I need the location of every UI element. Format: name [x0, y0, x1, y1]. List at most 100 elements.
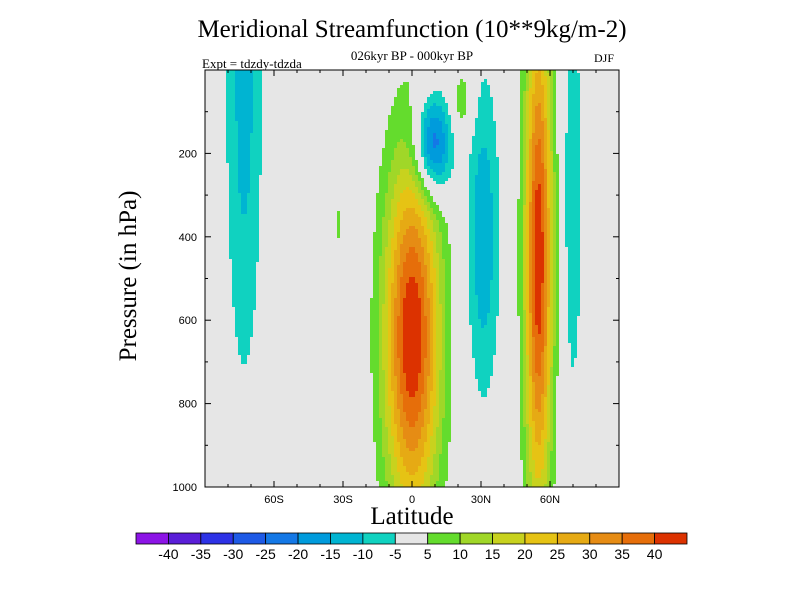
- field-cell: [310, 430, 314, 434]
- field-cell: [310, 343, 314, 347]
- field-cell: [292, 97, 296, 101]
- field-cell: [208, 241, 212, 245]
- field-cell: [283, 268, 287, 272]
- field-cell: [220, 484, 224, 488]
- field-cell: [226, 214, 230, 218]
- field-cell: [235, 439, 239, 443]
- field-cell: [229, 226, 233, 230]
- field-cell: [220, 388, 224, 392]
- field-cell: [253, 484, 257, 488]
- field-cell: [280, 100, 284, 104]
- field-cell: [241, 322, 245, 326]
- field-cell: [211, 97, 215, 101]
- field-cell: [295, 394, 299, 398]
- field-cell: [226, 307, 230, 311]
- field-cell: [220, 385, 224, 389]
- field-cell: [295, 403, 299, 407]
- field-cell: [310, 382, 314, 386]
- field-cell: [277, 148, 281, 152]
- field-cell: [214, 397, 218, 401]
- field-cell: [244, 181, 248, 185]
- field-cell: [244, 253, 248, 257]
- field-cell: [277, 79, 281, 83]
- field-cell: [310, 370, 314, 374]
- field-cell: [304, 142, 308, 146]
- field-cell: [292, 466, 296, 470]
- field-cell: [217, 160, 221, 164]
- field-cell: [292, 391, 296, 395]
- field-cell: [268, 259, 272, 263]
- field-cell: [247, 370, 251, 374]
- field-cell: [286, 106, 290, 110]
- field-cell: [307, 127, 311, 131]
- field-cell: [256, 451, 260, 455]
- field-cell: [223, 355, 227, 359]
- field-cell: [217, 253, 221, 257]
- field-cell: [211, 244, 215, 248]
- field-cell: [232, 286, 236, 290]
- field-cell: [283, 154, 287, 158]
- field-cell: [277, 271, 281, 275]
- field-cell: [310, 232, 314, 236]
- field-cell: [286, 232, 290, 236]
- field-cell: [220, 205, 224, 209]
- field-cell: [274, 97, 278, 101]
- field-cell: [274, 409, 278, 413]
- field-cell: [226, 100, 230, 104]
- field-cell: [217, 172, 221, 176]
- field-cell: [220, 433, 224, 437]
- field-cell: [310, 277, 314, 281]
- field-cell: [280, 124, 284, 128]
- field-cell: [253, 328, 257, 332]
- field-cell: [253, 409, 257, 413]
- field-cell: [223, 346, 227, 350]
- field-cell: [304, 88, 308, 92]
- field-cell: [232, 340, 236, 344]
- field-cell: [283, 202, 287, 206]
- field-cell: [268, 148, 272, 152]
- field-cell: [244, 202, 248, 206]
- field-cell: [226, 391, 230, 395]
- field-cell: [232, 352, 236, 356]
- field-cell: [250, 226, 254, 230]
- field-cell: [211, 379, 215, 383]
- field-cell: [301, 301, 305, 305]
- field-cell: [220, 316, 224, 320]
- field-cell: [301, 322, 305, 326]
- field-cell: [220, 358, 224, 362]
- field-cell: [268, 286, 272, 290]
- field-cell: [256, 271, 260, 275]
- field-cell: [310, 121, 314, 125]
- field-cell: [292, 100, 296, 104]
- field-cell: [301, 304, 305, 308]
- field-cell: [283, 148, 287, 152]
- field-cell: [259, 103, 263, 107]
- field-cell: [268, 202, 272, 206]
- field-cell: [211, 169, 215, 173]
- field-cell: [307, 181, 311, 185]
- field-cell: [265, 367, 269, 371]
- field-cell: [217, 154, 221, 158]
- field-cell: [301, 328, 305, 332]
- field-cell: [208, 358, 212, 362]
- field-cell: [208, 301, 212, 305]
- field-cell: [283, 421, 287, 425]
- field-cell: [301, 265, 305, 269]
- field-cell: [211, 406, 215, 410]
- field-cell: [229, 79, 233, 83]
- field-cell: [238, 424, 242, 428]
- field-cell: [244, 76, 248, 80]
- field-cell: [271, 85, 275, 89]
- field-cell: [223, 352, 227, 356]
- field-cell: [259, 280, 263, 284]
- field-cell: [307, 82, 311, 86]
- field-cell: [265, 274, 269, 278]
- field-cell: [259, 100, 263, 104]
- field-cell: [235, 325, 239, 329]
- field-cell: [211, 430, 215, 434]
- field-cell: [277, 340, 281, 344]
- field-cell: [211, 331, 215, 335]
- field-cell: [262, 412, 266, 416]
- field-cell: [289, 382, 293, 386]
- field-cell: [208, 232, 212, 236]
